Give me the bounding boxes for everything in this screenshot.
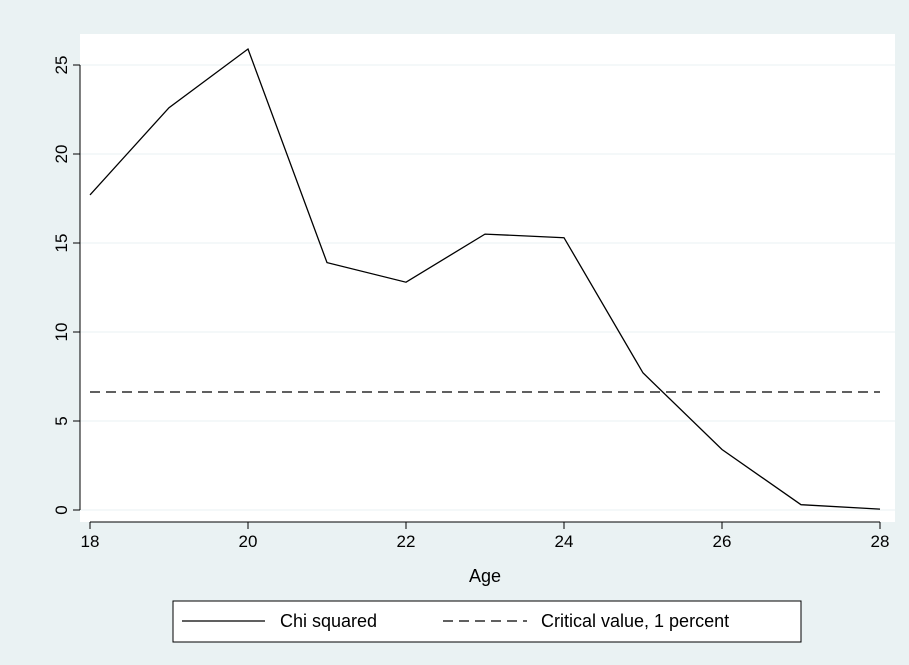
x-tick-label-28: 28 [871,532,890,551]
x-tick-label-26: 26 [713,532,732,551]
x-tick-label-20: 20 [239,532,258,551]
y-tick-label-0: 0 [52,505,71,514]
x-tick-label-24: 24 [555,532,574,551]
y-tick-label-10: 10 [52,323,71,342]
y-tick-label-15: 15 [52,234,71,253]
legend-label-critical-value: Critical value, 1 percent [541,611,729,631]
series-layer [89,47,881,510]
x-tick-label-18: 18 [81,532,100,551]
legend-label-chi-squared: Chi squared [280,611,377,631]
x-tick-label-22: 22 [397,532,416,551]
y-tick-label-5: 5 [52,416,71,425]
series-line-chi-squared [89,47,881,510]
legend: Chi squared Critical value, 1 percent [172,600,802,643]
y-tick-label-25: 25 [52,56,71,75]
plot-area [80,34,895,522]
axes: 0 5 10 15 20 25 18 20 22 24 26 28 [52,56,889,551]
gridlines [80,64,895,511]
x-axis-title: Age [469,566,501,586]
y-tick-label-20: 20 [52,145,71,164]
legend-box [172,600,802,643]
